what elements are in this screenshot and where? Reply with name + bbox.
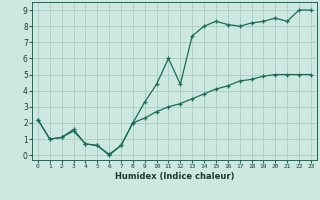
X-axis label: Humidex (Indice chaleur): Humidex (Indice chaleur) (115, 172, 234, 181)
